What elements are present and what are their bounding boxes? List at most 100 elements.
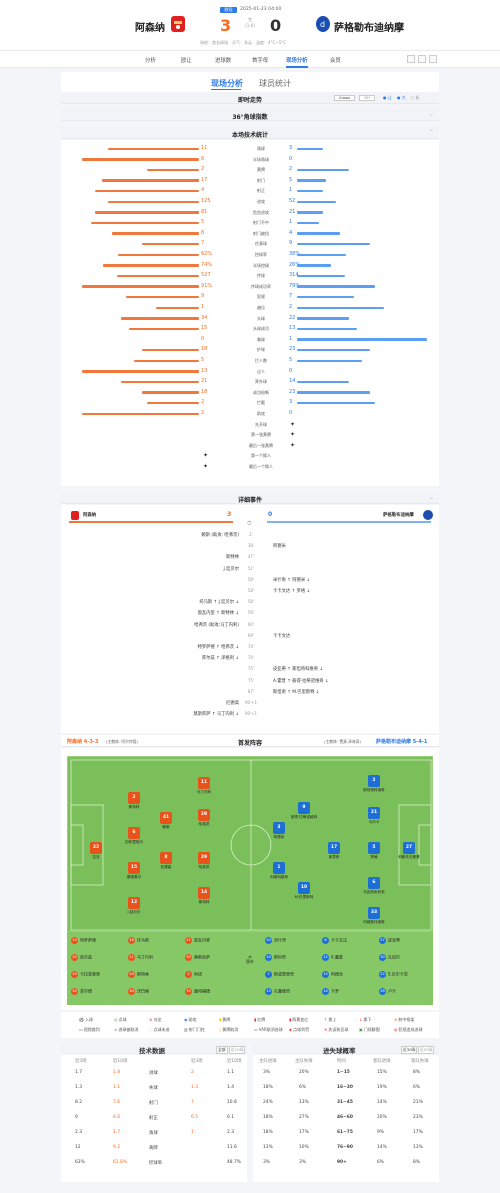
chevron-up-icon[interactable]: ⌃ [428,129,434,136]
home-player-jersey[interactable]: 29 [198,809,210,821]
view-grid-icon[interactable] [418,55,426,63]
away-sub[interactable]: 15 阿德米 [322,971,343,978]
away-sub[interactable]: 12 A.霍普 [322,954,343,961]
trend-header[interactable]: 即时走势 Crown 36* ● 让 ● 大 ○ 析 [61,92,439,104]
away-player-jersey[interactable]: 1 [273,862,285,874]
stats-header[interactable]: 本场技术统计 ⌃ [61,127,439,139]
tech-data-title: 技术数据 [139,1047,165,1055]
home-sub[interactable]: 16 托马斯 [128,937,149,944]
trend-36-select[interactable]: 36* [359,95,376,101]
top-nav: 分析 欧让 进球数 首字母 现场分析 会员 [0,51,500,68]
nav-initial[interactable]: 首字母 [252,58,269,64]
home-player-jersey[interactable]: 22 [90,842,102,854]
away-sub[interactable]: 24 斯坦奇 [265,954,286,961]
lineup-header: 阿森纳 4-3-3 (主教练: 阿尔特塔) 首发阵容 (主教练: 费莫·泽林奇)… [61,735,439,747]
chevron-down-icon[interactable]: ⌄ [428,111,434,118]
away-player-jersey[interactable]: 21 [368,807,380,819]
competition-badge[interactable]: 欧冠 [220,7,237,13]
chevron-down-icon[interactable]: ⌄ [428,494,434,501]
stat-label: 传球 [257,273,265,279]
nav-analysis[interactable]: 分析 [145,58,156,64]
home-sub[interactable]: 21 恩瓦内里 [185,937,210,944]
home-sub[interactable]: 35 莫斯库萨 [185,954,210,961]
stat-row: 18 铲球 23 [61,346,439,357]
home-stat-value: 74% [201,261,213,268]
nav-live[interactable]: 现场分析 [286,58,308,64]
away-sub[interactable]: 27 皮亚蒂 [379,937,400,944]
tab-player-stats[interactable]: 球员统计 [259,79,291,88]
events-home-name: 阿森纳 [83,513,97,518]
marker-row: 最后一张黄牌 ✦ [61,441,439,453]
home-player-jersey[interactable]: 2 [128,792,140,804]
away-sub[interactable]: 13 扎霍维奇 [265,988,290,995]
nav-goals[interactable]: 进球数 [215,58,232,64]
away-player-jersey[interactable]: 3 [273,822,285,834]
events-header[interactable]: 详细事件 ⌄ [61,492,439,504]
away-player-jersey[interactable]: 27 [403,842,415,854]
trend-toggle-analysis[interactable]: ○ 析 [411,95,420,100]
away-player-jersey[interactable]: 33 [368,907,380,919]
home-sub[interactable]: 33 卡拉菲奥里 [71,971,100,978]
away-player-jersey[interactable]: 2 [368,775,380,787]
legend-item: ↑换上 [324,1017,337,1022]
away-event: 卡卡文达 [273,633,291,639]
stat-row: 2 拦截 3 [61,399,439,410]
away-stat-value: 14 [289,378,296,385]
view-card-icon[interactable] [429,55,437,63]
corner-header[interactable]: 36°角球指数 ⌄ [61,109,439,121]
home-player-jersey[interactable]: 8 [160,852,172,864]
trend-toggle-handicap[interactable]: ● 让 [383,95,392,100]
tab-live-analysis[interactable]: 现场分析 [211,79,243,88]
home-sub[interactable]: 34 沃巴格 [128,988,149,995]
home-sub[interactable]: 32 塞特福德 [185,988,210,995]
away-player-jersey[interactable]: 10 [298,882,310,894]
prob-tab-30[interactable]: 近30场 [401,1046,418,1054]
trend-toggle-overunder[interactable]: ● 大 [397,95,406,100]
home-sub[interactable]: 2 利诺 [185,971,202,978]
away-player-jersey[interactable]: 6 [368,877,380,889]
tech-tab-all[interactable]: 全部 [216,1046,228,1054]
away-sub[interactable]: 20 米什奇 [265,937,286,944]
nav-member[interactable]: 会员 [330,58,341,64]
tech-away-10: 6.1 [227,1115,234,1120]
away-player-jersey[interactable]: 5 [368,842,380,854]
home-sub[interactable]: 24 斯特林 [128,971,149,978]
away-team-name[interactable]: 萨格勒布迪纳摩 [334,23,404,34]
stat-row: 17 射门 5 [61,177,439,188]
away-sub[interactable]: 14 卡罗 [322,988,339,995]
away-stat-value: 7 [289,293,293,300]
home-player-jersey[interactable]: 14 [198,887,210,899]
home-sub[interactable]: 20 库尔兹 [71,954,92,961]
stat-label: 犯规 [257,294,265,300]
tech-label: 失球 [149,1086,158,1091]
away-marker-icon: ✦ [290,441,296,449]
prob-tab-50[interactable]: 近50场 [418,1046,435,1054]
away-sub[interactable]: 7 斯波贾里奇 [265,971,294,978]
away-sub[interactable]: 30 扎加尔 [379,954,400,961]
nav-asian[interactable]: 欧让 [181,58,192,64]
away-sub[interactable]: 8 卡卡文达 [322,937,347,944]
home-team-name[interactable]: 阿森纳 [135,23,165,34]
away-stat-value: 52 [289,198,296,204]
home-player-jersey[interactable]: 6 [128,827,140,839]
view-list-icon[interactable] [407,55,415,63]
away-sub[interactable]: 22 S.贝尔卡茨 [379,971,408,978]
home-sub[interactable]: 19 特罗萨德 [71,937,96,944]
home-sub[interactable]: 11 马丁内利 [128,954,153,961]
home-player-jersey[interactable]: 41 [160,812,172,824]
home-player-jersey[interactable]: 12 [128,897,140,909]
home-stat-value: 62% [201,251,213,257]
home-player-jersey[interactable]: 11 [198,777,210,789]
away-player-jersey[interactable]: 9 [298,802,310,814]
trend-source-select[interactable]: Crown [334,95,356,101]
home-player-jersey[interactable]: 29 [198,852,210,864]
away-player-jersey[interactable]: 17 [328,842,340,854]
away-sub[interactable]: 28 卢卡 [379,988,396,995]
legend-icon: ◌ [149,1027,153,1032]
home-stat-bar [95,211,199,214]
home-player-jersey[interactable]: 15 [128,862,140,874]
home-stat-value: 1 [201,304,205,310]
legend-item: ▮红牌 [254,1017,266,1022]
home-sub[interactable]: 30 菲尔德 [71,988,92,995]
tech-tab-last10[interactable]: 近10场 [229,1046,246,1054]
